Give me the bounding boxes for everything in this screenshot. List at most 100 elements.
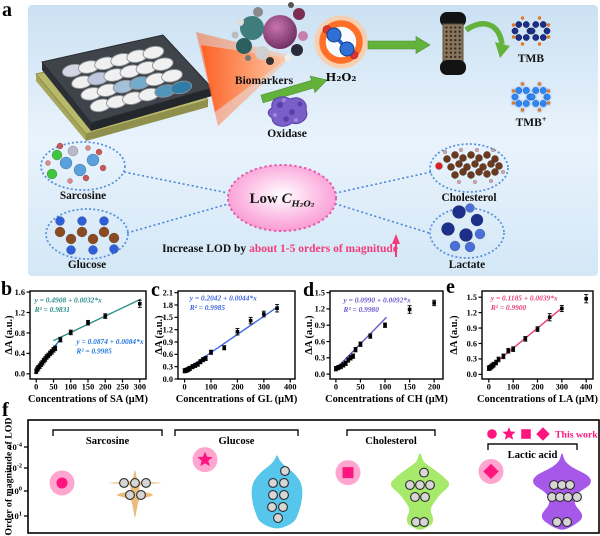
literature-lod-dot	[415, 480, 425, 490]
svg-text:1.2: 1.2	[315, 305, 325, 314]
y-axis-label: ΔA (a.u.)	[304, 315, 315, 354]
bracket	[52, 429, 163, 436]
svg-text:0: 0	[34, 383, 38, 392]
svg-text:400: 400	[284, 383, 296, 392]
plate-wells	[61, 45, 193, 113]
svg-text:0.3: 0.3	[315, 354, 325, 363]
literature-lod-dot	[268, 477, 278, 488]
fit-line	[53, 298, 142, 342]
x-axis: 0 50 100 150 200 250 300	[34, 379, 146, 392]
violin-group-label: Cholesterol	[365, 436, 417, 447]
svg-text:0.0: 0.0	[15, 370, 25, 379]
arrow-right-icon	[260, 75, 328, 104]
literature-lod-dot	[562, 517, 572, 527]
literature-lod-dot	[425, 480, 435, 490]
data-points	[486, 294, 589, 371]
this-work-diamond-icon	[483, 463, 499, 480]
svg-text:50: 50	[49, 383, 57, 392]
literature-lod-dot	[420, 492, 430, 502]
glucose-label: Glucose	[68, 259, 106, 271]
tmb-label: TMB	[518, 53, 545, 65]
panel-d-chart: 0 50 100 150 200 0.0 0.3 0.6 0.9 1.2 1.5 Concentrat…	[300, 278, 455, 405]
tmb-plus-label: TMB+	[516, 115, 547, 129]
bracket	[174, 429, 299, 436]
low-h2o2-ellipse	[227, 164, 337, 232]
svg-text:10-2: 10-2	[8, 463, 22, 474]
plate-base-left	[36, 74, 86, 141]
oxidase-label: Oxidase	[267, 128, 307, 140]
svg-text:0: 0	[487, 383, 491, 392]
fit-equation: y = 0.1185 + 0.0039*x	[490, 294, 558, 303]
literature-lod-dot	[119, 477, 129, 488]
lactate-ellipse	[429, 207, 505, 259]
low-h2o2-label: Low CH₂O₂	[250, 191, 315, 210]
fit-r2: R² = 0.9980	[343, 305, 380, 314]
literature-lod-dot	[268, 490, 278, 500]
svg-text:0.9: 0.9	[467, 324, 477, 333]
fit-r2: R² = 0.9831	[34, 305, 70, 314]
svg-text:100: 100	[507, 383, 519, 392]
svg-text:100: 100	[379, 383, 391, 392]
y-axis-label: ΔA (a.u.)	[449, 315, 460, 354]
fit-equation: y = 0.0990 + 0.0092*x	[343, 295, 411, 304]
x-axis-label: Concentrations of LA (μM)	[477, 394, 598, 405]
plate-base-front	[86, 100, 208, 141]
y-axis-label: ΔA (a.u.)	[4, 315, 15, 354]
x-axis: 0 100 200 300 400	[487, 379, 592, 392]
h2o2-molecule-icon	[314, 15, 368, 69]
data-points	[182, 304, 280, 374]
violin-group-cholesterol: Cholesterol	[335, 429, 450, 530]
x-axis-label: Concentrations of GL (μM)	[176, 394, 298, 405]
literature-lod-dot	[141, 477, 151, 488]
violin-group-glucose: Glucose	[174, 429, 303, 529]
svg-text:100: 100	[65, 383, 77, 392]
legend-square-icon	[521, 429, 531, 439]
literature-lod-dot	[565, 480, 575, 490]
y-axis: 0.0 0.3 0.6 0.9 1.2 1.5	[315, 288, 330, 379]
svg-text:100: 100	[205, 383, 217, 392]
svg-text:1.5: 1.5	[467, 293, 477, 302]
lactate-molecule-icon	[441, 203, 486, 253]
x-axis-label: Concentrations of SA (μM)	[28, 394, 148, 405]
y-axis: 0.0 0.4 0.8 1.2 1.6	[15, 288, 30, 379]
literature-lod-dot	[405, 480, 415, 490]
svg-text:1.8: 1.8	[163, 301, 173, 310]
panel-e-chart: 0 100 200 300 400 0.0 0.3 0.6 0.9 1.2 1.5 Concentra…	[445, 278, 600, 405]
violin-group-sarcosine: Sarcosine	[49, 429, 163, 518]
plate-side-left	[42, 62, 91, 131]
svg-text:0.6: 0.6	[315, 337, 325, 346]
svg-text:0.4: 0.4	[15, 349, 25, 358]
svg-text:0.0: 0.0	[467, 370, 477, 379]
svg-text:10-4: 10-4	[8, 442, 23, 453]
x-axis: 0 50 100 150 200	[334, 379, 440, 392]
y-axis: 10-4 10-2 100 101	[8, 442, 28, 521]
svg-text:0.6: 0.6	[467, 339, 477, 348]
svg-text:200: 200	[531, 383, 543, 392]
cholesterol-molecule-icon	[435, 147, 506, 185]
svg-text:300: 300	[556, 383, 568, 392]
panel-c-chart: 0 100 200 300 400 0.0 0.3 0.6 0.9 1.2 1.5 1.8 2.1 Con…	[150, 278, 305, 405]
literature-lod-dot	[278, 502, 288, 512]
svg-text:0: 0	[334, 383, 338, 392]
bracket	[346, 429, 436, 436]
literature-lod-dot	[280, 466, 290, 476]
biomarkers-label: Biomarkers	[235, 75, 294, 87]
well-plate	[35, 34, 213, 141]
oxidase-icon	[267, 96, 308, 127]
y-axis: 0.0 0.3 0.6 0.9 1.2 1.5 1.8 2.1	[163, 288, 178, 384]
x-axis-label: Concentrations of CH (μM)	[325, 394, 448, 405]
fit-r2: R² = 0.9900	[490, 303, 527, 312]
scheme-canvas: Biomarkers Oxidase H₂O₂	[28, 2, 598, 276]
calibration-chart-e: 0 100 200 300 400 0.0 0.3 0.6 0.9 1.2 1.5 Concentra…	[449, 290, 598, 405]
legend-circle-icon	[487, 429, 497, 439]
legend-label: This work	[555, 430, 598, 441]
biomarkers-molecule-icon	[231, 2, 308, 65]
svg-text:1.2: 1.2	[15, 308, 25, 317]
fit-equation: y = 0.2042 + 0.0044*x	[189, 294, 257, 303]
cholesterol-label: Cholesterol	[441, 192, 496, 204]
arrow-curved-icon	[464, 21, 510, 58]
literature-lod-dot	[279, 490, 289, 500]
legend-star-icon	[502, 427, 516, 440]
